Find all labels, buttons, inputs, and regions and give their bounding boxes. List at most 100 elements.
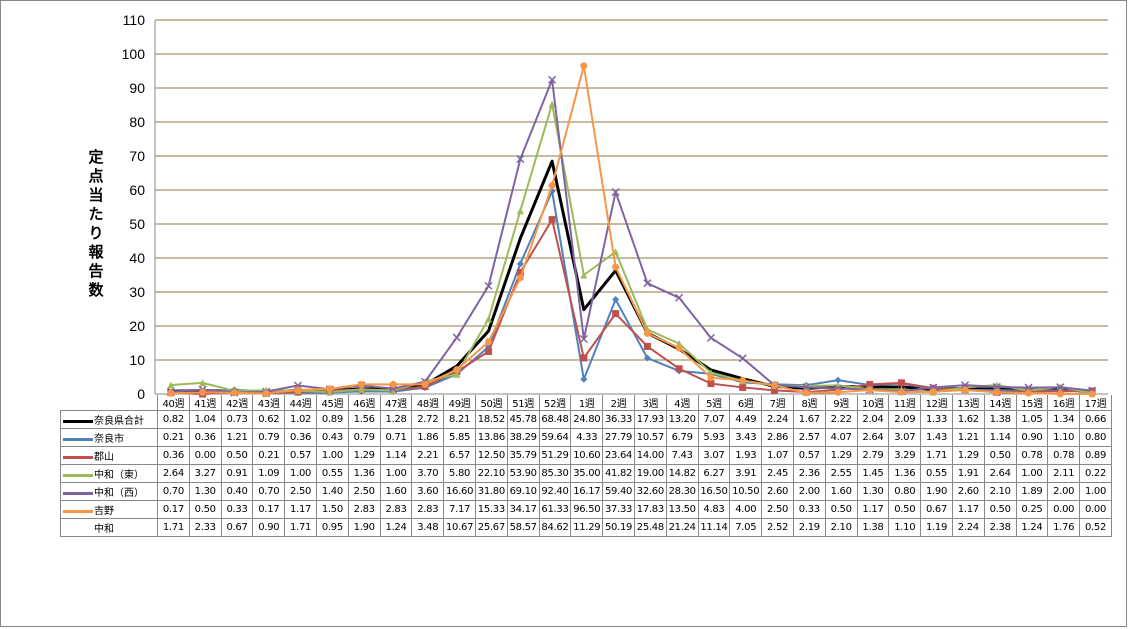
table-cell: 1.28 xyxy=(379,410,413,429)
table-cell: 0.57 xyxy=(284,446,317,465)
table-cell: 0.22 xyxy=(1079,464,1112,483)
data-point xyxy=(898,388,906,396)
series-line xyxy=(170,64,1093,395)
table-cell: 0.90 xyxy=(1015,428,1049,447)
table-cell: 2.64 xyxy=(983,464,1017,483)
table-cell: 2.64 xyxy=(157,464,190,483)
table-cell: 1.86 xyxy=(411,428,445,447)
data-point xyxy=(675,293,684,302)
data-point xyxy=(452,333,461,342)
data-point xyxy=(516,155,525,164)
table-cell: 1.38 xyxy=(983,410,1017,429)
legend-label: 中和 xyxy=(94,524,114,535)
data-point xyxy=(294,386,302,394)
data-point xyxy=(548,100,556,108)
table-cell: 0.57 xyxy=(792,446,826,465)
x-tick-label: 11週 xyxy=(888,395,922,411)
table-cell: 1.91 xyxy=(951,464,985,483)
table-cell: 13.20 xyxy=(665,410,699,429)
data-point xyxy=(421,380,429,388)
table-cell: 2.33 xyxy=(188,518,222,537)
table-cell: 11.14 xyxy=(697,518,731,537)
table-cell: 0.40 xyxy=(220,482,254,501)
table-cell: 0.33 xyxy=(792,500,826,519)
x-tick-label: 46週 xyxy=(347,395,381,411)
table-cell: 21.24 xyxy=(665,518,699,537)
table-cell: 16.17 xyxy=(570,482,604,501)
table-row: 奈良市 0.21 0.36 1.21 0.79 0.36 0.43 0.79 0.71 1.86 5… xyxy=(60,428,1112,447)
data-point xyxy=(485,338,493,346)
legend-label: 中和（東） xyxy=(94,470,144,481)
legend-swatch xyxy=(63,491,93,495)
legend-swatch xyxy=(63,455,93,459)
table-row: 郡山 0.36 0.00 0.50 0.21 0.57 1.00 1.29 1.14 2.21 6.… xyxy=(60,446,1112,465)
x-tick-label: 16週 xyxy=(1047,395,1081,411)
table-cell: 2.50 xyxy=(284,482,317,501)
table-cell: 0.62 xyxy=(252,410,286,429)
y-axis-label: 定点当たり報告数 xyxy=(88,148,104,299)
table-cell: 2.04 xyxy=(856,410,890,429)
table-cell: 41.82 xyxy=(602,464,635,483)
table-cell: 1.29 xyxy=(824,446,858,465)
table-cell: 58.57 xyxy=(506,518,540,537)
table-row: 吉野 0.17 0.50 0.33 0.17 1.17 1.50 2.83 2.83 2.83 7.… xyxy=(60,500,1112,519)
table-cell: 1.09 xyxy=(252,464,286,483)
x-tick-label: 41週 xyxy=(188,395,222,411)
table-cell: 13.86 xyxy=(474,428,508,447)
table-cell: 1.71 xyxy=(284,518,317,537)
table-cell: 1.71 xyxy=(157,518,190,537)
table-cell: 36.33 xyxy=(602,410,635,429)
table-cell: 1.14 xyxy=(983,428,1017,447)
table-cell: 0.50 xyxy=(983,500,1017,519)
table-cell: 0.00 xyxy=(188,446,222,465)
table-cell: 4.07 xyxy=(824,428,858,447)
table-cell: 3.43 xyxy=(729,428,763,447)
table-cell: 1.24 xyxy=(1015,518,1049,537)
table-cell: 1.07 xyxy=(761,446,794,465)
table-cell: 25.48 xyxy=(633,518,667,537)
series-line xyxy=(170,159,1093,394)
y-tick-label: 90 xyxy=(129,80,145,96)
table-cell: 1.14 xyxy=(379,446,413,465)
legend-label: 奈良県合計 xyxy=(94,416,144,427)
data-point xyxy=(326,385,334,393)
data-point xyxy=(579,334,588,344)
table-cell: 2.00 xyxy=(1047,482,1081,501)
table-cell: 0.67 xyxy=(220,518,254,537)
table-cell: 10.50 xyxy=(729,482,763,501)
y-tick-label: 110 xyxy=(123,12,146,28)
table-cell: 59.64 xyxy=(538,428,572,447)
data-point xyxy=(167,381,175,389)
table-cell: 1.76 xyxy=(1047,518,1081,537)
x-tick-label: 17週 xyxy=(1079,395,1112,411)
table-cell: 1.10 xyxy=(1047,428,1081,447)
table-cell: 1.10 xyxy=(888,518,922,537)
table-cell: 0.36 xyxy=(284,428,317,447)
table-cell: 1.21 xyxy=(220,428,254,447)
table-cell: 1.90 xyxy=(347,518,381,537)
y-tick-label: 40 xyxy=(129,250,145,266)
table-cell: 0.21 xyxy=(252,446,286,465)
table-cell: 8.21 xyxy=(443,410,476,429)
data-point xyxy=(548,181,556,189)
table-cell: 0.50 xyxy=(983,446,1017,465)
table-cell: 1.00 xyxy=(1079,482,1112,501)
table-cell: 0.25 xyxy=(1015,500,1049,519)
data-point xyxy=(738,354,747,363)
table-cell: 2.21 xyxy=(411,446,445,465)
table-cell: 14.82 xyxy=(665,464,699,483)
table-cell: 3.70 xyxy=(411,464,445,483)
x-tick-label: 6週 xyxy=(729,395,763,411)
table-cell: 2.10 xyxy=(824,518,858,537)
table-cell: 0.36 xyxy=(157,446,190,465)
table-cell: 3.07 xyxy=(888,428,922,447)
table-cell: 38.29 xyxy=(506,428,540,447)
data-point xyxy=(739,376,747,384)
table-cell: 1.34 xyxy=(1047,410,1081,429)
table-cell: 0.82 xyxy=(157,410,190,429)
table-cell: 2.50 xyxy=(761,500,794,519)
x-tick-label: 45週 xyxy=(315,395,349,411)
table-cell: 13.50 xyxy=(665,500,699,519)
table-cell: 5.93 xyxy=(697,428,731,447)
y-tick-label: 0 xyxy=(137,386,145,402)
